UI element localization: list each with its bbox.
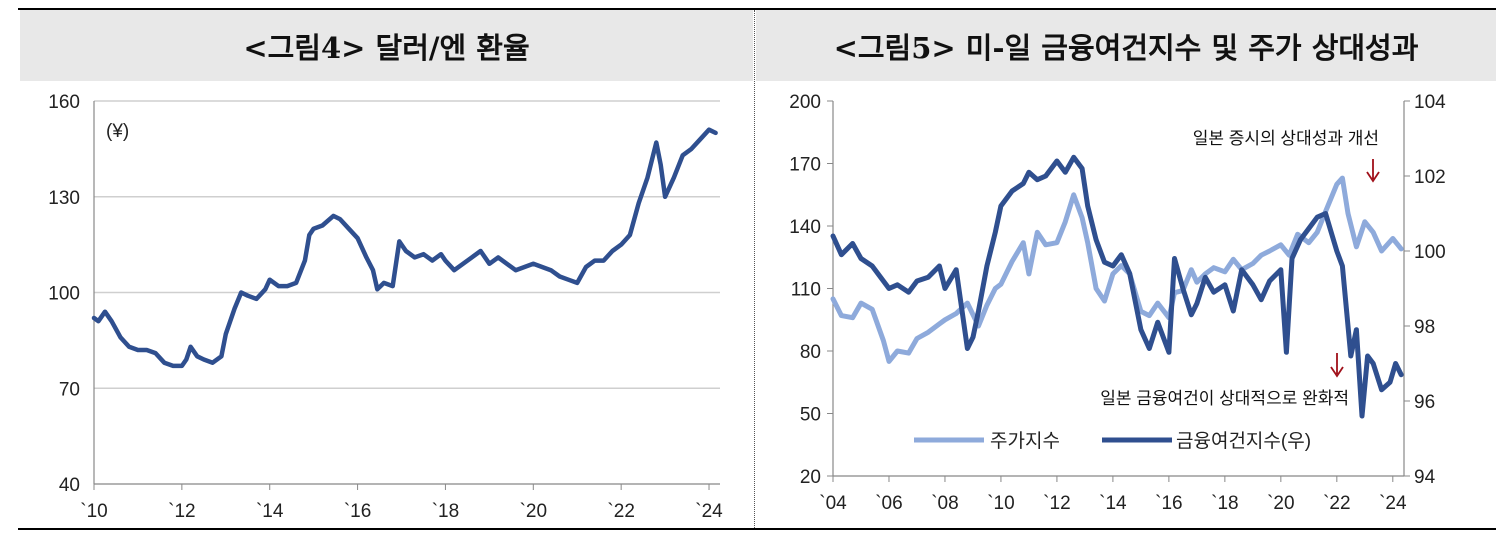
y-tick-label: 70 bbox=[59, 379, 80, 400]
x-tick-label: `18 bbox=[432, 501, 459, 522]
annotation-equity-outperformance: 일본 증시의 상대성과 개선 bbox=[1193, 129, 1379, 148]
panel-divider bbox=[754, 10, 755, 528]
legend-label-financial-conditions: 금융여건지수(우) bbox=[1176, 430, 1311, 452]
x-tick-label: `10 bbox=[987, 493, 1014, 514]
x-tick-label: `16 bbox=[1155, 493, 1182, 514]
figure5-legend: 주가지수 금융여건지수(우) bbox=[914, 430, 1311, 452]
x-tick-label: `08 bbox=[931, 493, 958, 514]
x-tick-label: `12 bbox=[168, 501, 195, 522]
x-tick-label: `16 bbox=[344, 501, 371, 522]
arrow-down-icon bbox=[1366, 159, 1380, 183]
right-y-tick-label: 96 bbox=[1414, 392, 1435, 413]
figure4-y-ticks: 40 70 100 130 160 bbox=[48, 92, 80, 496]
left-y-tick-label: 50 bbox=[800, 405, 821, 426]
legend-label-equity: 주가지수 bbox=[990, 430, 1060, 452]
x-tick-label: `18 bbox=[1211, 493, 1238, 514]
x-tick-label: `04 bbox=[819, 493, 847, 514]
arrow-down-icon bbox=[1330, 353, 1344, 378]
right-y-tick-label: 102 bbox=[1414, 167, 1446, 188]
left-y-tick-label: 20 bbox=[800, 467, 821, 488]
figure5-series bbox=[830, 154, 1404, 419]
figure5-left-y-ticks: 20 50 80 110 140 170 200 bbox=[789, 92, 833, 488]
figure4-x-ticks: `10 `12 `14 `16 `18 `20 `22 `24 bbox=[80, 484, 723, 522]
x-tick-label: `14 bbox=[1099, 493, 1127, 514]
y-tick-label: 100 bbox=[48, 284, 80, 305]
annotation-arrows bbox=[1330, 159, 1380, 378]
figure5-title: <그림5> 미-일 금융여건지수 및 주가 상대성과 bbox=[756, 10, 1496, 81]
x-tick-label: `06 bbox=[875, 493, 902, 514]
x-tick-label: `24 bbox=[695, 501, 723, 522]
bottom-rule bbox=[18, 528, 1496, 530]
right-y-tick-label: 98 bbox=[1414, 317, 1435, 338]
figure4-gridlines bbox=[94, 100, 720, 389]
left-y-tick-label: 140 bbox=[789, 217, 821, 238]
annotation-financial-conditions-easier: 일본 금융여건이 상대적으로 완화적 bbox=[1100, 389, 1349, 408]
figure5-axes bbox=[832, 101, 1405, 477]
y-tick-label: 130 bbox=[48, 188, 80, 209]
x-tick-label: `14 bbox=[256, 501, 284, 522]
left-y-tick-label: 170 bbox=[789, 155, 821, 176]
figure4-axes bbox=[93, 101, 720, 485]
figure4-series bbox=[91, 127, 718, 369]
equity-relative-line bbox=[830, 175, 1404, 364]
right-y-tick-label: 104 bbox=[1414, 92, 1446, 113]
x-tick-label: `24 bbox=[1379, 493, 1407, 514]
left-y-tick-label: 80 bbox=[800, 342, 821, 363]
figure5-x-ticks: `04 `06 `08 `10 `12 `14 `16 `18 `20 `22 `24 bbox=[819, 476, 1407, 514]
figure4-chart: 40 70 100 130 160 `10 `12 `14 `16 `18 `20 `22 `24 (… bbox=[48, 92, 723, 522]
figure5-right-y-ticks: 94 96 98 100 102 104 bbox=[1404, 92, 1446, 488]
y-tick-label: 40 bbox=[59, 475, 80, 496]
usd-jpy-line bbox=[91, 127, 718, 369]
x-tick-label: `20 bbox=[1267, 493, 1294, 514]
x-tick-label: `22 bbox=[1323, 493, 1350, 514]
top-rule bbox=[18, 8, 1496, 10]
x-tick-label: `10 bbox=[80, 501, 107, 522]
x-tick-label: `22 bbox=[607, 501, 634, 522]
y-tick-label: 160 bbox=[48, 92, 80, 113]
figure4-title: <그림4> 달러/엔 환율 bbox=[20, 10, 753, 81]
right-y-tick-label: 100 bbox=[1414, 242, 1446, 263]
left-y-tick-label: 110 bbox=[791, 280, 821, 301]
left-y-tick-label: 200 bbox=[789, 92, 821, 113]
figure4-unit-label: (¥) bbox=[106, 121, 129, 142]
x-tick-label: `20 bbox=[520, 501, 547, 522]
x-tick-label: `12 bbox=[1043, 493, 1070, 514]
right-y-tick-label: 94 bbox=[1414, 467, 1436, 488]
financial-conditions-line bbox=[830, 154, 1404, 419]
